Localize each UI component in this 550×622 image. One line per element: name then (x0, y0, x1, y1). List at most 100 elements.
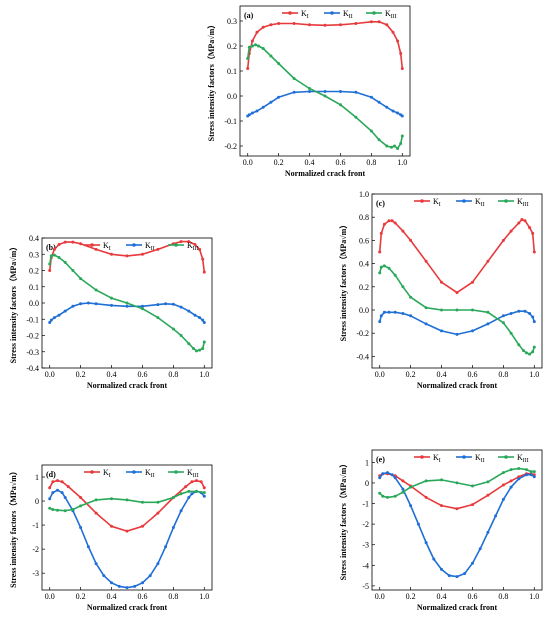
legend-label-KIII: KIII (187, 468, 199, 479)
data-point-KI (57, 243, 61, 246)
y-tick-label: 0 (365, 479, 369, 488)
data-point-KIII (369, 129, 373, 133)
data-point-KII (202, 494, 206, 498)
x-tick-label: 0.2 (406, 370, 416, 379)
data-point-KIII (48, 262, 52, 266)
legend-label-KIII: KIII (517, 453, 529, 464)
data-point-KIII (399, 142, 403, 145)
y-tick-label: 0.1 (29, 283, 39, 292)
y-tick-label: 0.1 (227, 67, 237, 76)
data-point-KI (455, 291, 459, 295)
y-tick-label: -0.2 (224, 142, 237, 151)
data-point-KI (387, 219, 391, 223)
data-point-KI (517, 221, 521, 225)
data-point-KI (52, 247, 56, 251)
data-point-KIII (382, 264, 386, 268)
x-tick-label: 0.2 (274, 158, 284, 167)
data-point-KII (141, 581, 144, 585)
data-point-KII (187, 309, 191, 313)
x-tick-label: 0.4 (305, 158, 315, 167)
data-point-KIII (396, 147, 400, 150)
data-point-KIII (471, 484, 474, 488)
data-point-KII (156, 562, 160, 566)
data-point-KI (63, 240, 67, 244)
data-point-KI (250, 39, 254, 43)
data-point-KIII (261, 47, 265, 50)
data-point-KII (250, 111, 254, 115)
data-point-KIII (401, 285, 405, 289)
x-tick-label: 0.4 (437, 370, 447, 379)
data-point-KI (391, 30, 395, 34)
data-point-KIII (192, 347, 195, 350)
data-point-KIII (156, 316, 160, 320)
data-point-KII (471, 561, 474, 565)
data-point-KII (378, 476, 382, 480)
data-point-KII (447, 574, 451, 578)
data-point-KII (409, 504, 413, 508)
data-point-KII (60, 491, 64, 495)
legend-marker-KI (420, 455, 424, 459)
plot-frame (371, 193, 543, 369)
data-point-KII (277, 95, 281, 99)
data-point-KII (57, 313, 61, 317)
data-point-KII (49, 318, 53, 322)
data-point-KI (401, 479, 405, 483)
data-point-KI (246, 67, 250, 70)
data-point-KI (156, 511, 160, 515)
y-tick-label: -0.4 (356, 352, 369, 361)
data-point-KI (501, 483, 505, 487)
data-point-KI (528, 226, 532, 230)
data-point-KIII (179, 334, 183, 337)
data-point-KII (164, 302, 168, 306)
data-point-KIII (393, 144, 396, 148)
data-point-KI (60, 480, 64, 484)
panel-label: (d) (46, 470, 56, 479)
x-axis-label: Normalized crack front (87, 603, 168, 612)
data-point-KII (52, 316, 56, 320)
legend-label-KII: KII (145, 241, 155, 252)
data-point-KIII (378, 491, 382, 495)
data-point-KII (529, 473, 533, 477)
data-point-KI (66, 485, 70, 489)
y-tick-label: 1 (365, 458, 369, 467)
legend-marker-KIII (174, 243, 178, 247)
data-point-KII (63, 309, 67, 313)
data-point-KII (532, 475, 536, 479)
data-point-KIII (187, 489, 191, 493)
x-tick-label: 0.8 (168, 592, 178, 601)
data-point-KIII (378, 271, 382, 275)
y-tick-label: -0.1 (26, 315, 39, 324)
legend-label-KI: KI (433, 197, 441, 208)
data-point-KII (424, 541, 428, 545)
data-point-KIII (440, 478, 443, 482)
data-point-KI (390, 219, 394, 223)
x-tick-label: 0.6 (467, 592, 477, 601)
legend-label-KII: KII (145, 468, 155, 479)
legend-marker-KIII (174, 470, 178, 474)
data-point-KIII (455, 481, 459, 485)
data-point-KIII (501, 321, 505, 325)
legend-label-KIII: KIII (187, 241, 199, 252)
data-point-KII (339, 90, 342, 93)
x-tick-label: 0.8 (366, 158, 376, 167)
data-point-KII (171, 526, 175, 529)
data-point-KI (520, 218, 524, 221)
y-tick-label: 0.2 (227, 42, 237, 51)
x-tick-label: 0.6 (335, 158, 345, 167)
y-tick-label: 0.0 (359, 306, 369, 315)
data-point-KI (339, 23, 342, 27)
data-point-KII (292, 90, 296, 94)
y-tick-label: -0.2 (26, 332, 39, 341)
y-tick-label: -0.3 (26, 348, 39, 357)
data-point-KI (190, 480, 194, 484)
data-point-KIII (202, 340, 206, 344)
data-point-KII (202, 321, 206, 324)
legend-marker-KI (90, 470, 94, 474)
data-point-KIII (532, 345, 536, 349)
data-point-KII (148, 574, 152, 578)
legend-label-KI: KI (301, 9, 309, 20)
data-point-KII (440, 567, 443, 571)
x-tick-label: 0.2 (76, 592, 86, 601)
data-point-KI (48, 486, 52, 490)
legend: KI KII KIII (414, 197, 529, 208)
